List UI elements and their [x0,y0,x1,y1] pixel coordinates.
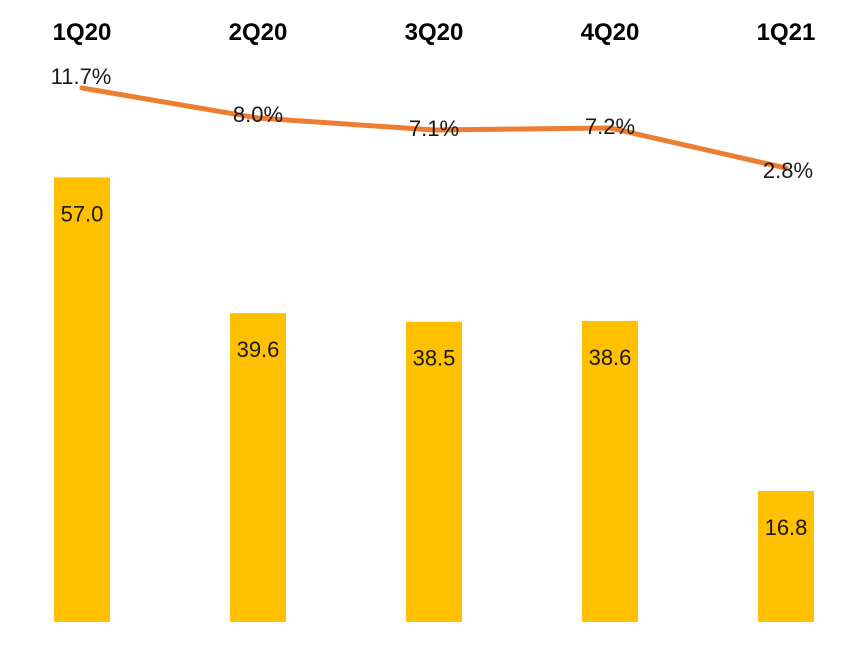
bar [406,321,462,622]
bar-value-label: 38.5 [413,346,456,371]
bar [54,177,110,622]
line-point [783,165,789,171]
line-point [255,115,261,121]
bars-layer [54,177,814,622]
bar-value-label: 39.6 [237,337,280,362]
line-point [79,85,85,91]
category-label: 4Q20 [581,19,640,46]
line-value-label: 7.1% [409,116,459,141]
labels-layer: 1Q20 2Q20 3Q20 4Q20 1Q21 57.0 39.6 38.5 38.6 16.8… [51,19,816,540]
bar-value-label: 38.6 [589,345,632,370]
bar-value-label: 16.8 [765,515,808,540]
category-label: 2Q20 [229,19,288,46]
bar [582,320,638,622]
category-label: 1Q21 [757,19,816,46]
category-label: 1Q20 [53,19,112,46]
bar [758,490,814,622]
line-layer [79,85,789,171]
category-label: 3Q20 [405,19,464,46]
line-value-label: 7.2% [585,114,635,139]
bar-value-label: 57.0 [61,201,104,226]
line-value-label: 8.0% [233,102,283,127]
line-value-label: 2.8% [763,158,813,183]
line-value-label: 11.7% [51,64,112,89]
bar [230,313,286,622]
line-point [607,125,613,131]
line-point [431,127,437,133]
